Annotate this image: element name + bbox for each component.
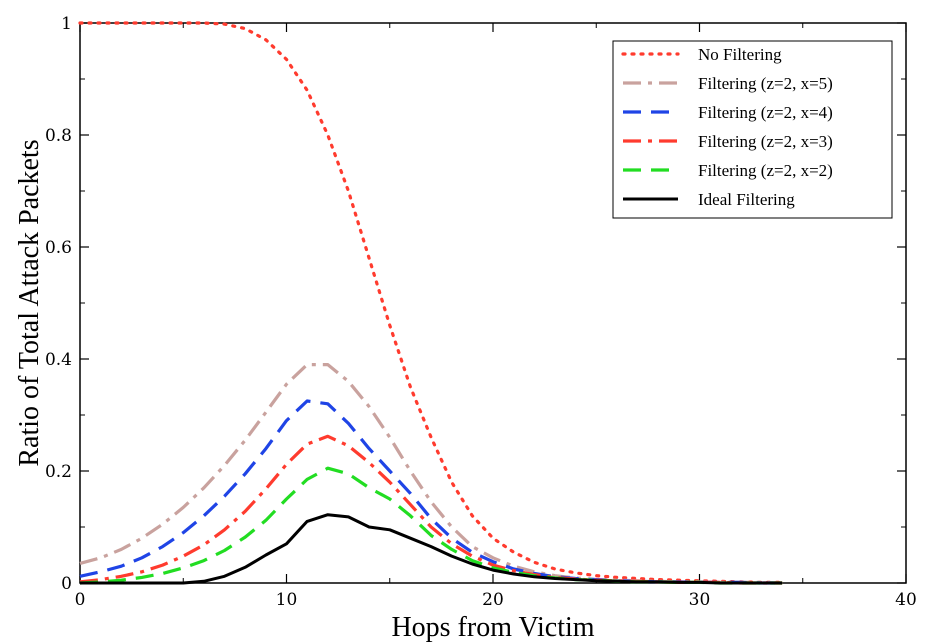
series-line-4 <box>79 434 783 585</box>
legend-label-6: Ideal Filtering <box>698 190 795 209</box>
x-tick-label: 40 <box>895 590 917 610</box>
series-layer <box>78 21 784 585</box>
axis-ticks: 0 10 20 30 40 0 0.2 0.4 0.6 0.8 1 <box>45 14 917 610</box>
y-tick-label: 0.4 <box>45 350 72 370</box>
y-axis-title: Ratio of Total Attack Packets <box>14 139 45 466</box>
x-tick-label: 20 <box>482 590 504 610</box>
legend-label-2: Filtering (z=2, x=5) <box>698 74 833 93</box>
series-line-6 <box>80 513 783 585</box>
y-tick-label: 0.8 <box>45 126 72 146</box>
y-tick-label: 1 <box>61 14 72 34</box>
x-tick-label: 0 <box>75 590 86 610</box>
y-tick-label: 0.6 <box>45 238 72 258</box>
series-line-2 <box>79 363 783 585</box>
legend-label-5: Filtering (z=2, x=2) <box>698 161 833 180</box>
y-tick-label: 0.2 <box>45 462 72 482</box>
legend-box <box>612 40 893 219</box>
x-axis-title: Hops from Victim <box>391 612 594 643</box>
y-tick-label: 0 <box>61 574 72 594</box>
legend: No Filtering Filtering (z=2, x=5) Filterin… <box>612 40 893 219</box>
legend-label-1: No Filtering <box>698 45 782 64</box>
legend-label-4: Filtering (z=2, x=3) <box>698 132 833 151</box>
series-line-1 <box>78 21 784 585</box>
x-tick-label: 10 <box>276 590 298 610</box>
legend-label-3: Filtering (z=2, x=4) <box>698 103 833 122</box>
x-tick-label: 30 <box>689 590 711 610</box>
